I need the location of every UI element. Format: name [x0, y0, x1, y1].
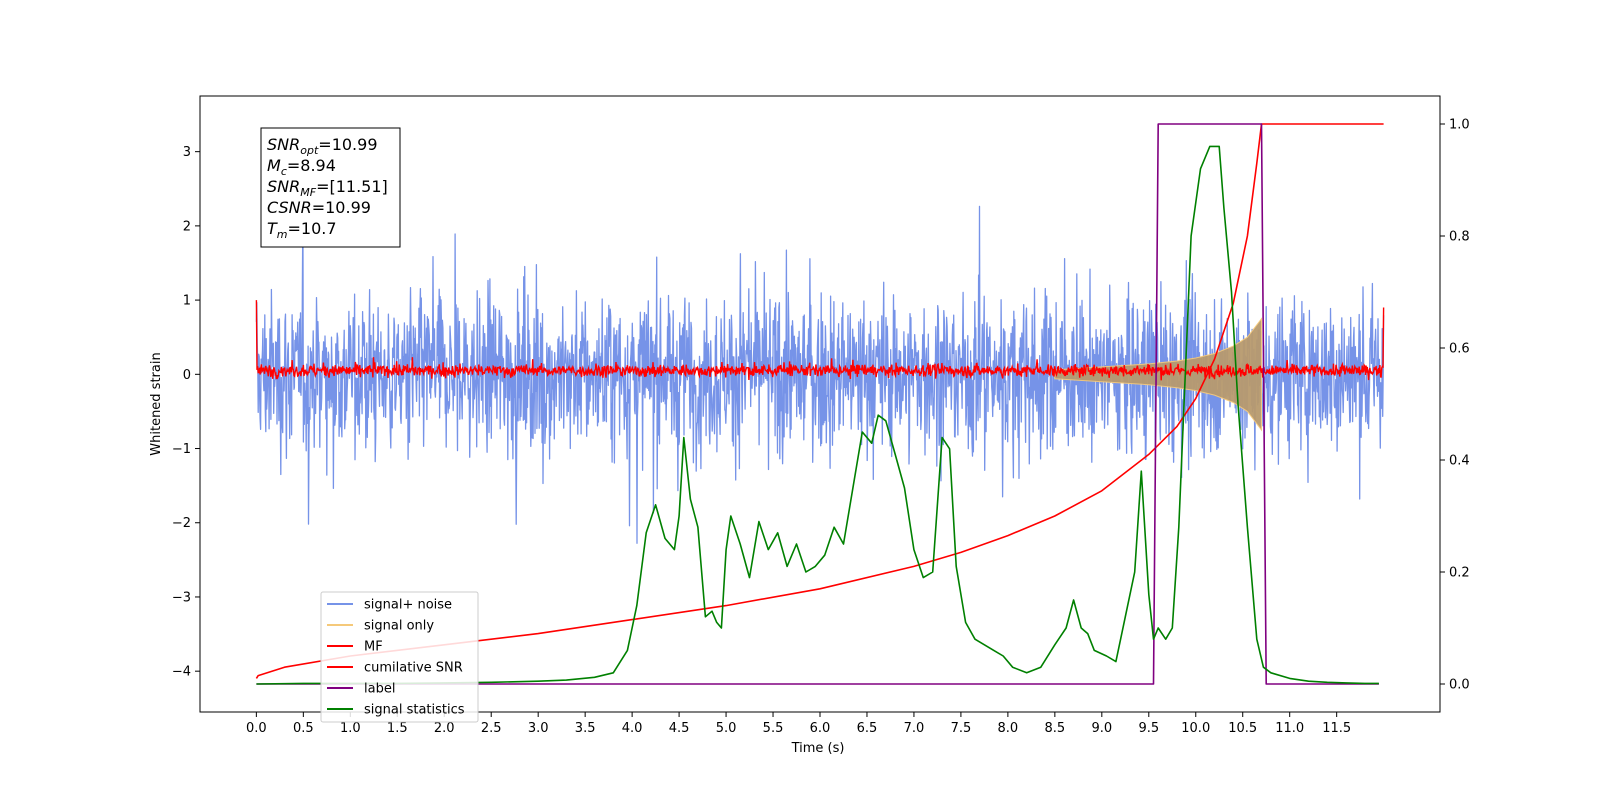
x-tick-label: 0.5 — [293, 721, 314, 736]
y-tick-label: 2 — [183, 219, 191, 234]
y2-tick-label: 0.4 — [1449, 454, 1470, 469]
x-tick-label: 4.0 — [622, 721, 643, 736]
y2-tick-label: 0.2 — [1449, 566, 1470, 581]
x-tick-label: 9.5 — [1138, 721, 1159, 736]
y2-tick-label: 0.0 — [1449, 678, 1470, 693]
x-tick-label: 1.0 — [340, 721, 361, 736]
x-tick-label: 3.5 — [575, 721, 596, 736]
x-tick-label: 6.0 — [810, 721, 831, 736]
info-line: SNRopt=10.99 — [267, 135, 378, 157]
info-line: SNRMF=[11.51] — [267, 177, 388, 199]
series-layer — [255, 123, 1385, 685]
x-tick-label: 11.0 — [1275, 721, 1304, 736]
series-signal-statistics — [256, 145, 1379, 685]
x-tick-label: 6.5 — [857, 721, 878, 736]
y-tick-label: −4 — [172, 665, 191, 680]
y-tick-label: −3 — [172, 590, 191, 605]
y-axis-left: 3 2 1 0 −1 −2 −3 −4 — [172, 145, 200, 680]
x-tick-label: 7.0 — [904, 721, 925, 736]
x-axis: 0.0 0.5 1.0 1.5 2.0 2.5 3.0 3.5 4.0 4.5 5.0 5.5 6.0 6… — [246, 712, 1351, 736]
y-tick-label: 0 — [183, 368, 191, 383]
info-box: SNRopt=10.99Mc=8.94SNRMF=[11.51]CSNR=10.… — [260, 127, 401, 248]
info-line: Mc=8.94 — [267, 156, 336, 178]
y-tick-label: −1 — [172, 442, 191, 457]
series-label — [256, 123, 1379, 685]
legend-label-label: label — [364, 682, 395, 697]
y-axis-right: 1.0 0.8 0.6 0.4 0.2 0.0 — [1440, 118, 1470, 693]
x-tick-label: 2.5 — [481, 721, 502, 736]
y-tick-label: 1 — [183, 294, 191, 309]
legend-label-signal-noise: signal+ noise — [364, 598, 452, 613]
x-tick-label: 10.0 — [1181, 721, 1210, 736]
info-box-frame — [260, 127, 401, 248]
legend-label-signal-only: signal only — [364, 619, 434, 634]
legend-label-signal-statistics: signal statistics — [364, 703, 465, 718]
series-signal-only — [1054, 317, 1262, 432]
x-tick-label: 7.5 — [951, 721, 972, 736]
y2-tick-label: 0.6 — [1449, 342, 1470, 357]
y2-tick-label: 1.0 — [1449, 118, 1470, 133]
y-tick-label: −2 — [172, 516, 191, 531]
x-tick-label: 2.0 — [434, 721, 455, 736]
legend: signal+ noise signal only MF cumilative SNR… — [320, 591, 479, 723]
x-tick-label: 1.5 — [387, 721, 408, 736]
legend-label-cumilative-snr: cumilative SNR — [364, 661, 463, 676]
x-tick-label: 0.0 — [246, 721, 267, 736]
x-tick-label: 4.5 — [669, 721, 690, 736]
legend-frame — [320, 591, 479, 723]
info-line: Tm=10.7 — [267, 219, 337, 241]
x-tick-label: 3.0 — [528, 721, 549, 736]
x-tick-label: 5.0 — [716, 721, 737, 736]
legend-label-mf: MF — [364, 640, 383, 655]
x-axis-label: Time (s) — [791, 741, 845, 756]
y2-tick-label: 0.8 — [1449, 230, 1470, 245]
series-mf — [255, 300, 1385, 381]
x-tick-label: 5.5 — [763, 721, 784, 736]
y-tick-label: 3 — [183, 145, 191, 160]
x-tick-label: 10.5 — [1228, 721, 1257, 736]
x-tick-label: 11.5 — [1322, 721, 1351, 736]
y-axis-label: Whitened strain — [149, 352, 164, 455]
info-line: CSNR=10.99 — [267, 198, 371, 217]
x-tick-label: 8.0 — [998, 721, 1019, 736]
x-tick-label: 8.5 — [1045, 721, 1066, 736]
x-tick-label: 9.0 — [1091, 721, 1112, 736]
